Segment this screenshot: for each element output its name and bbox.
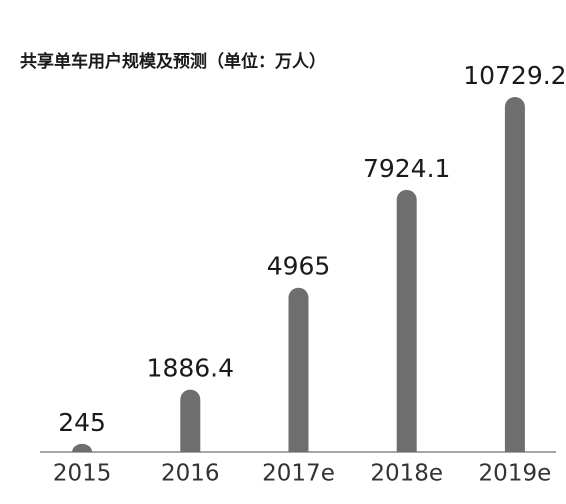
value-label: 1886.4	[147, 354, 234, 383]
value-label: 10729.2	[463, 61, 566, 90]
x-tick-label: 2018e	[370, 461, 443, 487]
x-tick-label: 2015	[53, 461, 112, 487]
value-label: 245	[58, 408, 106, 437]
bar	[72, 443, 93, 452]
x-tick-label: 2017e	[262, 461, 335, 487]
x-tick-label: 2019e	[479, 461, 552, 487]
bar	[288, 287, 309, 452]
value-label: 4965	[267, 252, 331, 281]
value-label: 7924.1	[363, 154, 450, 183]
chart-title: 共享单车用户规模及预测（单位：万人）	[20, 51, 326, 72]
bar	[396, 189, 417, 452]
bar	[180, 389, 201, 452]
x-tick-label: 2016	[161, 461, 220, 487]
bar	[504, 96, 525, 452]
